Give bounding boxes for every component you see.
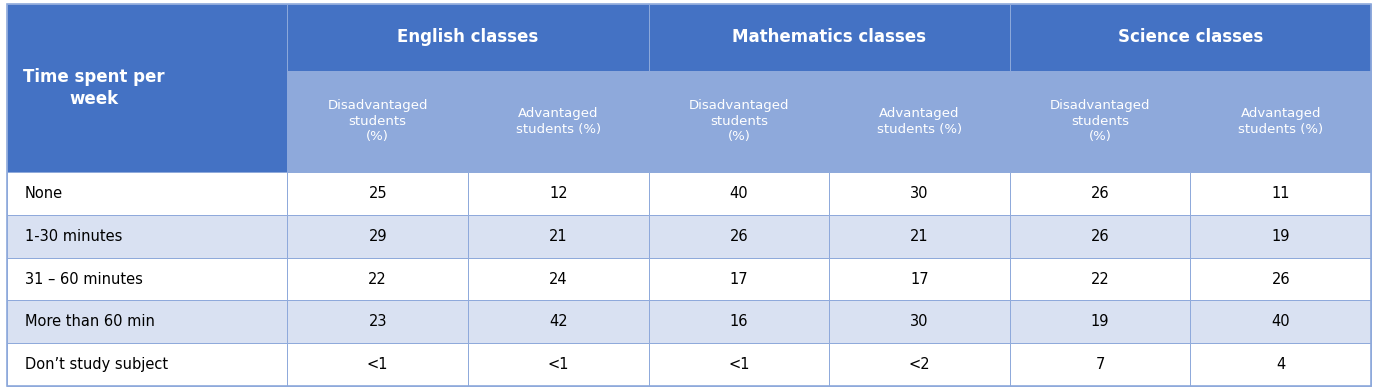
Text: 11: 11 [1272,186,1290,201]
Bar [830,215,1010,258]
Text: 17: 17 [729,271,748,287]
Text: 22: 22 [368,271,387,287]
Bar [1010,215,1191,258]
Text: Don’t study subject: Don’t study subject [25,357,168,372]
Bar [469,71,649,172]
Text: 21: 21 [911,229,929,244]
Bar [7,300,288,343]
Bar [1191,172,1371,215]
Text: 31 – 60 minutes: 31 – 60 minutes [25,271,143,287]
Bar [1010,172,1191,215]
Text: Disadvantaged
students
(%): Disadvantaged students (%) [1050,99,1151,144]
Bar [649,71,830,172]
Text: 7: 7 [1096,357,1105,372]
Text: 26: 26 [1091,229,1109,244]
Bar [469,343,649,386]
Bar [1010,343,1191,386]
Bar [288,258,469,300]
Text: 30: 30 [911,186,929,201]
Bar [830,71,1010,172]
Bar [830,172,1010,215]
Text: 40: 40 [729,186,748,201]
Text: 25: 25 [368,186,387,201]
Bar [288,343,469,386]
Bar [830,300,1010,343]
Text: <1: <1 [367,357,389,372]
Text: 29: 29 [368,229,387,244]
Bar [649,172,830,215]
Text: Science classes: Science classes [1118,28,1264,46]
Bar [288,71,469,172]
Text: Advantaged
students (%): Advantaged students (%) [876,107,962,136]
Text: None: None [25,186,63,201]
Bar [1191,300,1371,343]
Bar [1191,343,1371,386]
Text: Disadvantaged
students
(%): Disadvantaged students (%) [689,99,790,144]
Bar [469,300,649,343]
Text: Mathematics classes: Mathematics classes [732,28,926,46]
Bar [649,215,830,258]
Text: Disadvantaged
students
(%): Disadvantaged students (%) [328,99,429,144]
Bar [288,4,649,71]
Text: 42: 42 [548,314,568,330]
Text: More than 60 min: More than 60 min [25,314,154,330]
Bar [7,343,288,386]
Text: 16: 16 [730,314,748,330]
Bar [288,172,469,215]
Text: 30: 30 [911,314,929,330]
Text: Time spent per
week: Time spent per week [23,68,165,108]
Text: 26: 26 [729,229,748,244]
Bar [1191,71,1371,172]
Bar [1010,258,1191,300]
Text: 12: 12 [548,186,568,201]
Text: 26: 26 [1091,186,1109,201]
Bar [469,172,649,215]
Bar [649,258,830,300]
Text: Advantaged
students (%): Advantaged students (%) [515,107,601,136]
Bar [7,215,288,258]
Bar [830,258,1010,300]
Bar [1010,300,1191,343]
Bar [1010,71,1191,172]
Text: 4: 4 [1276,357,1286,372]
Text: 17: 17 [911,271,929,287]
Text: 26: 26 [1272,271,1290,287]
Text: 21: 21 [548,229,568,244]
Bar [469,215,649,258]
Bar [7,4,288,172]
Bar [469,258,649,300]
Text: 23: 23 [368,314,387,330]
Text: <1: <1 [547,357,569,372]
Bar [649,343,830,386]
Text: 40: 40 [1272,314,1290,330]
Text: English classes: English classes [397,28,539,46]
Text: Advantaged
students (%): Advantaged students (%) [1239,107,1323,136]
Text: <2: <2 [908,357,930,372]
Text: 22: 22 [1091,271,1109,287]
Text: 19: 19 [1091,314,1109,330]
Bar [1191,215,1371,258]
Bar [649,4,1010,71]
Bar [7,172,288,215]
Text: 24: 24 [548,271,568,287]
Bar [1191,258,1371,300]
Text: <1: <1 [728,357,750,372]
Bar [649,300,830,343]
Bar [830,343,1010,386]
Bar [1010,4,1371,71]
Bar [7,258,288,300]
Bar [288,300,469,343]
Bar [288,215,469,258]
Text: 1-30 minutes: 1-30 minutes [25,229,123,244]
Text: 19: 19 [1272,229,1290,244]
